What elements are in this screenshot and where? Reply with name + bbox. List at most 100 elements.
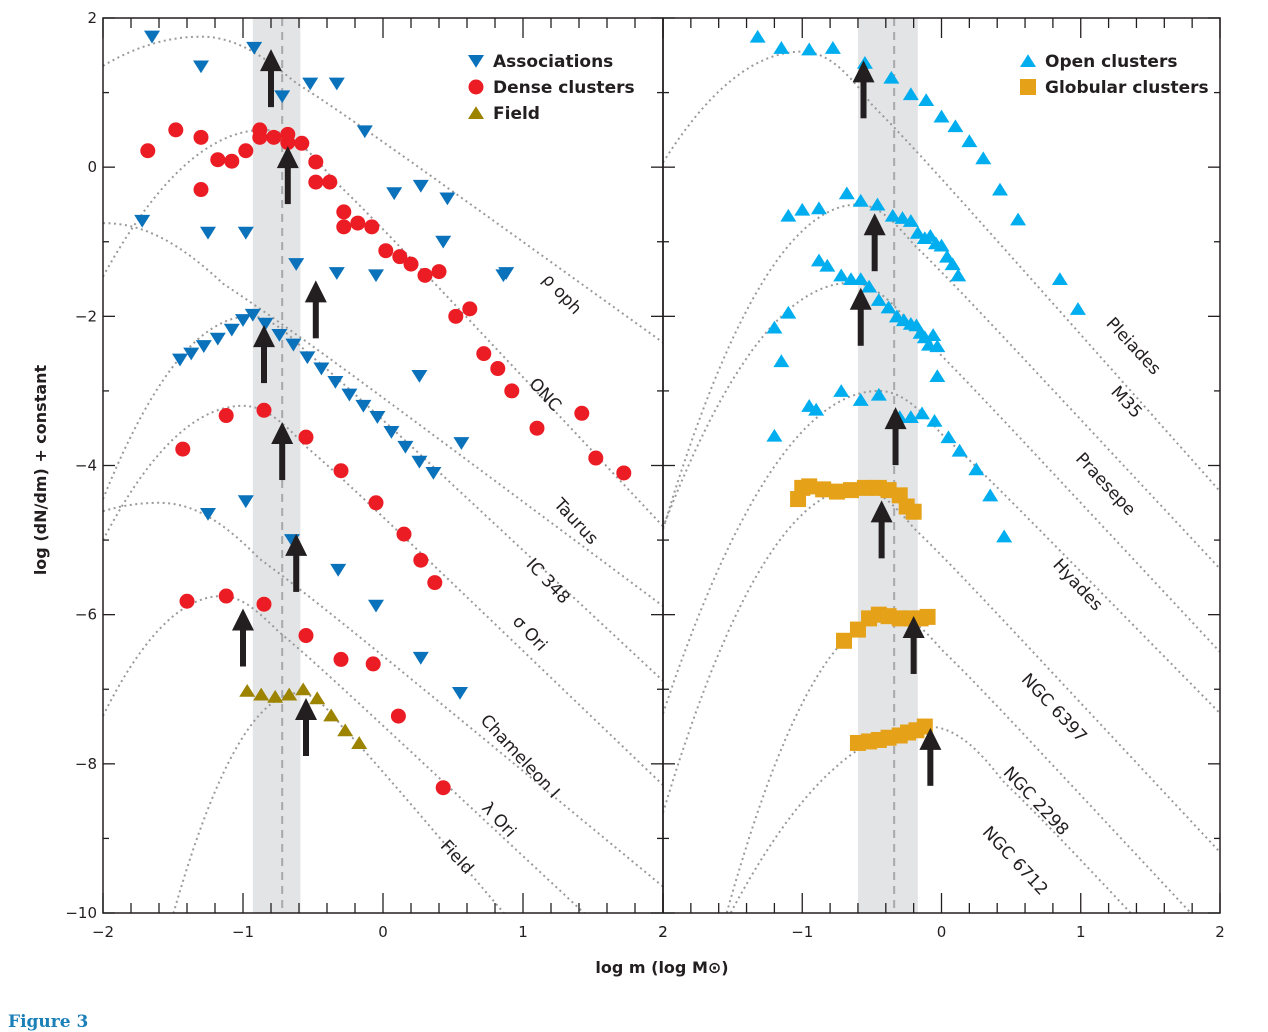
curve-label: M35	[1106, 382, 1145, 422]
arrow-head	[253, 325, 275, 348]
series-ngc-6397	[790, 478, 922, 520]
data-point	[766, 428, 783, 442]
data-point	[330, 563, 347, 577]
data-point	[239, 683, 256, 697]
series-λ-ori	[179, 588, 451, 796]
data-point	[285, 338, 302, 352]
arrow-head	[295, 698, 317, 720]
data-point	[295, 682, 312, 696]
data-point	[869, 197, 886, 211]
y-axis-title: log (dN/dm) + constant	[31, 364, 50, 575]
peak-arrow	[884, 407, 907, 466]
data-point	[327, 375, 344, 389]
data-point	[323, 708, 340, 722]
y-tick-label: −6	[75, 606, 97, 624]
curve-label: NGC 6712	[978, 823, 1052, 900]
data-point	[386, 187, 403, 201]
data-point	[392, 249, 408, 265]
x-tick-label: 0	[378, 923, 388, 941]
data-point	[838, 186, 855, 200]
data-point	[336, 204, 352, 220]
y-tick-label: −10	[65, 904, 97, 922]
legend-label: Associations	[493, 52, 613, 72]
legend-label: Dense clusters	[493, 78, 635, 98]
left-legend: Associations Dense clusters Field	[468, 52, 635, 124]
fit-curve-ngc-6712	[729, 725, 1133, 913]
data-point	[193, 182, 209, 198]
data-point	[256, 402, 272, 418]
data-point	[815, 481, 832, 498]
data-point	[950, 268, 967, 282]
series-hyades	[766, 384, 1013, 543]
data-point	[413, 552, 429, 568]
legend-marker-field	[468, 106, 484, 119]
series-ngc-6712	[849, 718, 933, 751]
data-point	[246, 41, 263, 55]
data-point	[780, 305, 797, 319]
data-point	[504, 383, 520, 399]
x-axis-title: log m (log M⊙)	[595, 958, 728, 977]
data-point	[939, 249, 956, 263]
series-chameleon-i	[200, 495, 468, 700]
data-point	[274, 90, 291, 104]
data-point	[336, 219, 352, 235]
data-point	[237, 226, 254, 240]
peak-arrow	[902, 615, 925, 674]
data-point	[223, 323, 240, 337]
data-point	[982, 488, 999, 502]
fit-curve-hyades	[663, 389, 1220, 715]
data-point	[918, 93, 935, 107]
data-point	[368, 269, 384, 283]
arrow-head	[852, 60, 875, 83]
series-onc	[140, 122, 632, 481]
data-point	[476, 346, 492, 362]
arrow-head	[863, 213, 886, 236]
data-point	[919, 608, 936, 625]
curve-label: Taurus	[549, 494, 602, 549]
data-point	[238, 143, 254, 159]
data-point	[905, 503, 922, 520]
arrow-head	[276, 146, 299, 169]
legend-marker-globular-clusters	[1020, 79, 1036, 95]
data-point	[773, 41, 790, 54]
data-point	[588, 450, 604, 466]
data-point	[368, 495, 384, 511]
data-point	[947, 119, 964, 133]
arrow-shaft	[871, 229, 878, 272]
fit-curve-chameleon-i	[103, 501, 663, 888]
data-point	[299, 351, 316, 365]
data-point	[351, 736, 368, 749]
data-point	[616, 465, 632, 481]
arrow-head	[884, 407, 907, 430]
arrow-shaft	[857, 303, 864, 346]
data-point	[210, 152, 226, 168]
data-point	[235, 314, 251, 327]
data-point	[435, 235, 452, 249]
data-point	[298, 628, 314, 644]
data-point	[940, 430, 957, 444]
fit-curve-taurus	[103, 222, 663, 607]
data-point	[909, 226, 926, 239]
peak-arrow	[285, 533, 308, 592]
data-point	[200, 507, 216, 521]
data-point	[880, 300, 897, 314]
peak-arrow	[232, 608, 254, 667]
arrow-shaft	[284, 162, 291, 205]
axes: −2 −1 0 1 22 −1 0 1 220−2−4−6−8−10	[65, 9, 1224, 941]
data-point	[244, 308, 261, 322]
data-point	[836, 632, 853, 649]
data-point	[294, 135, 310, 151]
data-point	[183, 347, 200, 361]
data-point	[968, 462, 985, 476]
fit-curve-λ-ori	[103, 595, 586, 913]
data-point	[819, 258, 836, 272]
data-point	[448, 308, 464, 324]
data-point	[412, 179, 429, 193]
data-point	[453, 437, 470, 450]
fit-curve-ngc-6397	[663, 486, 1220, 853]
data-point	[218, 588, 234, 604]
curve-label: NGC 6397	[1017, 670, 1091, 747]
peak-arrow	[271, 422, 294, 481]
y-tick-label: −4	[75, 457, 97, 475]
x-tick-label: −1	[791, 923, 813, 941]
